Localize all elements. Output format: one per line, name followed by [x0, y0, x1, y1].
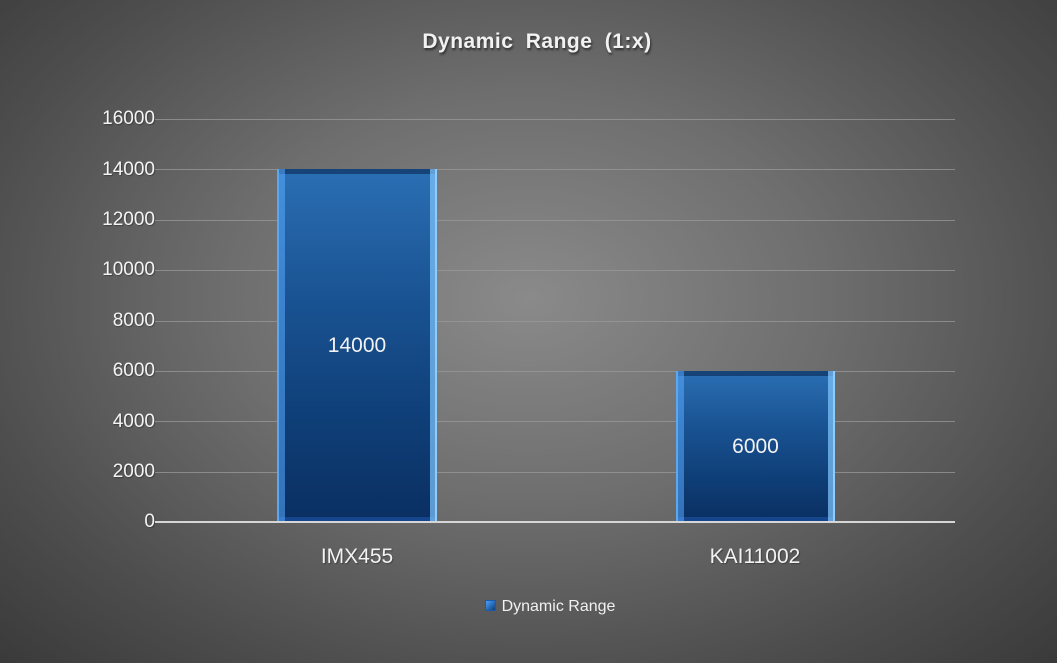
gridline [155, 421, 955, 422]
legend: Dynamic Range [0, 598, 1057, 616]
bar-value-label: 6000 [732, 434, 779, 458]
x-tick-imx455: IMX455 [320, 545, 394, 568]
y-tick-12000: 12000 [102, 209, 155, 230]
y-tick-14000: 14000 [102, 159, 155, 180]
bar-value-label: 14000 [327, 333, 387, 357]
gridline [155, 119, 955, 120]
gridline [155, 270, 955, 271]
plot-area: 14000 6000 [155, 119, 955, 523]
y-tick-4000: 4000 [112, 411, 155, 432]
y-tick-16000: 16000 [102, 108, 155, 129]
gridline [155, 472, 955, 473]
y-tick-8000: 8000 [112, 310, 155, 331]
gridline [155, 371, 955, 372]
y-tick-2000: 2000 [112, 461, 155, 482]
legend-swatch-icon [484, 600, 496, 611]
bar-kai11002[interactable]: 6000 [676, 371, 835, 522]
y-tick-6000: 6000 [112, 360, 155, 381]
gridline [155, 321, 955, 322]
x-tick-kai11002: KAI11002 [709, 545, 801, 568]
bar-imx455[interactable]: 14000 [277, 169, 437, 522]
gridline [155, 169, 955, 170]
y-tick-0: 0 [144, 511, 155, 532]
gridline [155, 220, 955, 221]
x-axis-line [155, 521, 955, 523]
legend-label: Dynamic Range [501, 598, 616, 615]
y-tick-10000: 10000 [102, 259, 155, 280]
chart-title: Dynamic Range (1:x) [422, 30, 652, 53]
